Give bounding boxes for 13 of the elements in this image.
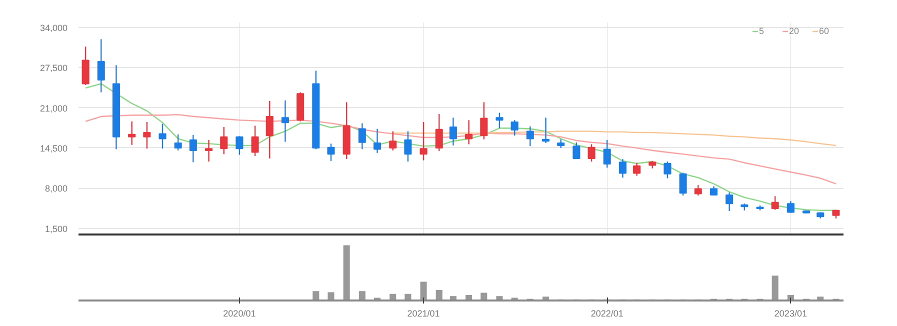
x-tick-label: 2023/01 <box>774 308 807 318</box>
x-tick-label: 2022/01 <box>590 308 624 318</box>
y-tick-label: 14,500 <box>40 143 68 154</box>
legend-label: 20 <box>789 26 800 36</box>
x-tick-label: 2020/01 <box>223 308 256 318</box>
y-tick-label: 1,500 <box>44 224 68 234</box>
y-tick-label: 21,000 <box>40 103 68 114</box>
legend-label: 5 <box>759 26 766 36</box>
y-tick-label: 34,000 <box>40 22 68 33</box>
legend-label: 60 <box>819 26 830 36</box>
x-tick-label: 2021/01 <box>407 308 440 318</box>
y-tick-label: 8,000 <box>44 184 68 194</box>
y-tick-label: 27,500 <box>40 63 68 74</box>
